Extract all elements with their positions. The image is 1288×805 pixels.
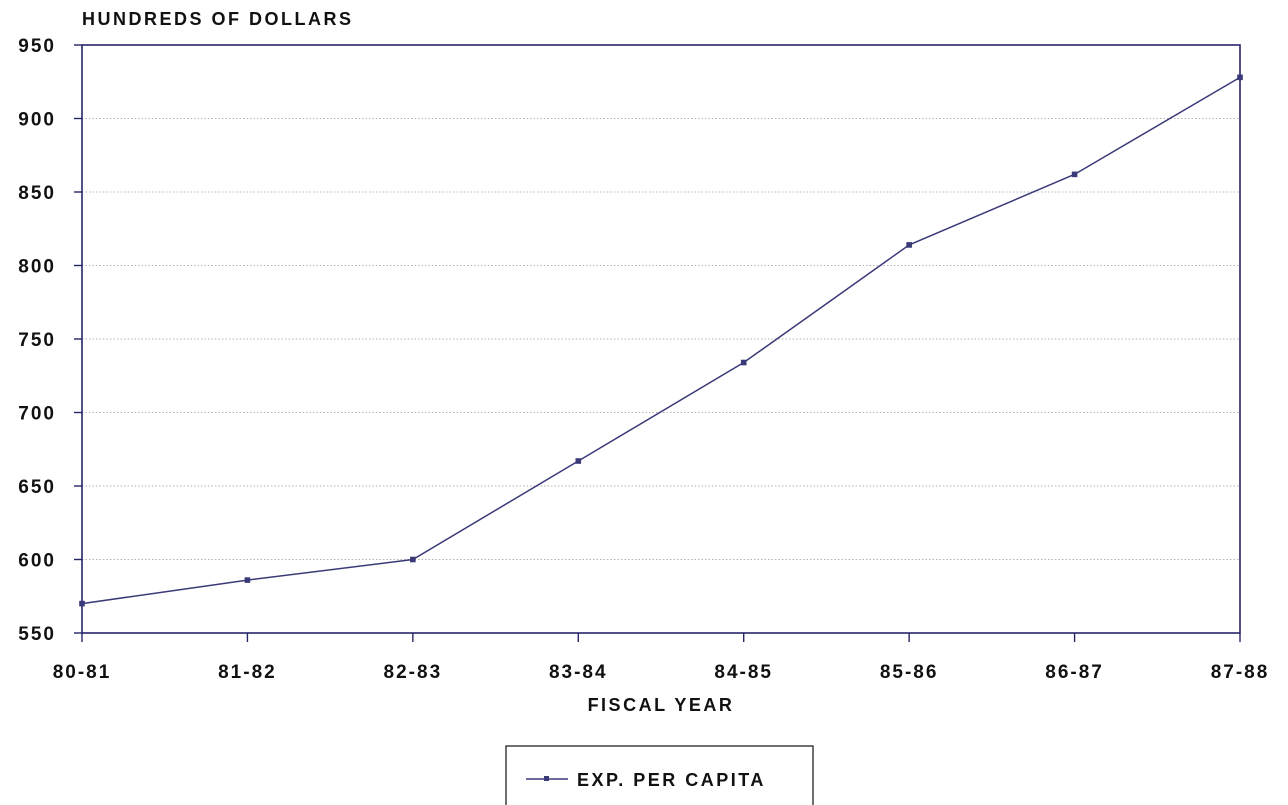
y-tick-label: 750 (18, 330, 56, 351)
data-point (244, 577, 251, 583)
y-tick-label: 950 (18, 36, 56, 57)
x-axis-title: FISCAL YEAR (588, 695, 735, 715)
legend-marker (544, 776, 549, 781)
y-tick-label: 850 (18, 183, 56, 204)
x-tick-label: 82-83 (384, 662, 443, 683)
data-point (1071, 171, 1078, 178)
y-tick-label: 700 (18, 404, 56, 425)
x-tick-label: 87-88 (1211, 662, 1270, 683)
series-layer (79, 74, 1243, 607)
data-point (575, 458, 582, 464)
data-point (1237, 74, 1243, 81)
legend: EXP. PER CAPITA (505, 745, 814, 805)
data-point (410, 556, 416, 563)
x-tick-label: 83-84 (549, 662, 608, 683)
y-tick-label: 550 (18, 624, 56, 645)
x-axis-ticks: 80-81 81-82 82-83 83-84 84-85 85-86 86-87 87-88 (53, 633, 1270, 683)
legend-label: EXP. PER CAPITA (577, 770, 766, 790)
series-line (81, 76, 1241, 605)
y-axis-title: HUNDREDS OF DOLLARS (82, 9, 354, 29)
x-tick-label: 86-87 (1045, 662, 1104, 683)
x-tick-label: 85-86 (880, 662, 939, 683)
data-point (79, 600, 85, 607)
data-point (740, 359, 747, 366)
y-tick-label: 650 (18, 477, 56, 498)
x-tick-label: 80-81 (53, 662, 112, 683)
x-tick-label: 84-85 (714, 662, 773, 683)
gridlines (82, 118, 1240, 560)
x-tick-label: 81-82 (218, 662, 277, 683)
data-point (906, 242, 912, 248)
y-tick-label: 600 (18, 551, 56, 572)
y-tick-label: 900 (18, 110, 56, 131)
y-tick-label: 800 (18, 257, 56, 278)
legend-box (505, 745, 814, 805)
y-axis-ticks: 550 600 650 700 750 800 850 900 950 (18, 36, 82, 645)
